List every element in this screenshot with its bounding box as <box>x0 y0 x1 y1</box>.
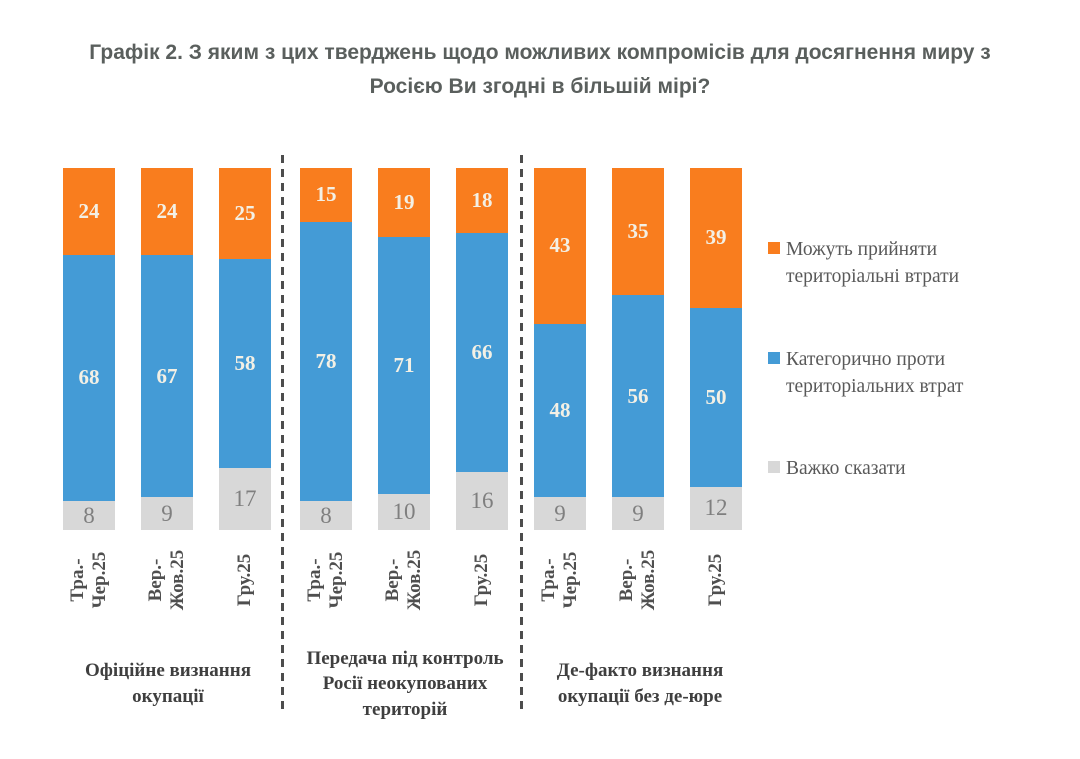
stacked-bar: 15 78 8 <box>300 168 352 530</box>
stacked-bar: 24 67 9 <box>141 168 193 530</box>
bar-value-label: 56 <box>627 383 649 408</box>
bar-segment-may-accept: 25 <box>219 168 271 259</box>
orange-square-icon <box>768 242 780 254</box>
bar-value-label: 24 <box>78 198 100 223</box>
legend-item-against: Категорично проти територіальних втрат <box>768 346 1011 401</box>
group-label: Де-факто визнання окупації без де-юре <box>556 660 724 707</box>
bar-segment-may-accept: 24 <box>63 168 115 255</box>
stacked-bar: 25 58 17 <box>219 168 271 530</box>
bar-segment-against: 67 <box>141 254 193 498</box>
bar-value-label: 17 <box>233 486 257 512</box>
x-axis-label: Гру.25 <box>705 553 726 607</box>
bar-segment-hard-to-say: 9 <box>534 497 586 530</box>
gray-square-icon <box>768 461 780 473</box>
stacked-bar: 43 48 9 <box>534 168 586 530</box>
x-axis-label: Тра.- Чер.25 <box>538 551 581 609</box>
bar-segment-against: 48 <box>534 323 586 498</box>
bar-value-label: 39 <box>705 225 727 250</box>
group-divider-dashed-line <box>520 155 523 712</box>
bar-segment-may-accept: 43 <box>534 168 586 324</box>
bar-value-label: 9 <box>632 500 644 526</box>
bar-segment-hard-to-say: 8 <box>300 501 352 530</box>
stacked-bar: 19 71 10 <box>378 168 430 530</box>
bar-segment-against: 66 <box>456 233 508 473</box>
bar-value-label: 10 <box>392 498 416 524</box>
x-axis-label: Вер.- Жов.25 <box>616 549 659 611</box>
bar-value-label: 24 <box>156 198 178 223</box>
x-axis-label: Тра.- Чер.25 <box>304 551 347 609</box>
bar-value-label: 35 <box>627 218 649 243</box>
legend-item-hard-to-say: Важко сказати <box>768 455 1011 482</box>
bar-value-label: 9 <box>161 500 173 526</box>
bar-value-label: 71 <box>393 352 415 377</box>
stacked-bar: 39 50 12 <box>690 168 742 530</box>
bar-segment-against: 50 <box>690 307 742 487</box>
blue-square-icon <box>768 352 780 364</box>
bar-value-label: 9 <box>554 500 566 526</box>
legend-label: Категорично проти територіальних втрат <box>786 349 964 398</box>
stacked-bar: 18 66 16 <box>456 168 508 530</box>
bar-segment-may-accept: 15 <box>300 168 352 222</box>
bar-segment-may-accept: 18 <box>456 168 508 234</box>
bar-value-label: 25 <box>234 200 256 225</box>
group-label: Передача під контроль Росії неокупованих… <box>306 647 504 720</box>
bar-segment-hard-to-say: 16 <box>456 472 508 530</box>
bar-segment-may-accept: 39 <box>690 168 742 308</box>
bar-segment-may-accept: 24 <box>141 168 193 255</box>
bar-segment-hard-to-say: 10 <box>378 493 430 530</box>
x-axis-label: Гру.25 <box>471 553 492 607</box>
bar-segment-hard-to-say: 9 <box>612 497 664 530</box>
x-axis-label: Вер.- Жов.25 <box>382 549 425 611</box>
bar-segment-may-accept: 19 <box>378 168 430 237</box>
bar-value-label: 48 <box>549 398 571 423</box>
stacked-bar: 35 56 9 <box>612 168 664 530</box>
bar-segment-may-accept: 35 <box>612 168 664 295</box>
bar-value-label: 68 <box>78 365 100 390</box>
bar-value-label: 18 <box>471 188 493 213</box>
bar-value-label: 78 <box>315 349 337 374</box>
bar-segment-against: 71 <box>378 236 430 494</box>
x-axis-label: Тра.- Чер.25 <box>67 551 110 609</box>
legend-label: Можуть прийняти територіальні втрати <box>786 239 960 288</box>
group-label: Офіційне визнання окупації <box>85 660 251 707</box>
bar-segment-hard-to-say: 9 <box>141 497 193 530</box>
bar-segment-hard-to-say: 8 <box>63 501 115 530</box>
bar-value-label: 16 <box>470 488 494 514</box>
x-axis-label: Гру.25 <box>234 553 255 607</box>
bar-value-label: 19 <box>393 189 415 214</box>
bar-value-label: 66 <box>471 340 493 365</box>
bar-value-label: 67 <box>156 363 178 388</box>
bar-segment-against: 78 <box>300 221 352 502</box>
bar-segment-hard-to-say: 17 <box>219 468 271 530</box>
legend-item-may-accept: Можуть прийняти територіальні втрати <box>768 236 1011 291</box>
legend-label: Важко сказати <box>786 458 906 479</box>
group-divider-dashed-line <box>281 155 284 712</box>
chart-title: Графік 2. З яким з цих тверджень щодо мо… <box>89 41 991 98</box>
bar-value-label: 58 <box>234 350 256 375</box>
stacked-bar: 24 68 8 <box>63 168 115 530</box>
bar-value-label: 8 <box>320 502 332 528</box>
bar-value-label: 50 <box>705 384 727 409</box>
bar-value-label: 43 <box>549 233 571 258</box>
bar-segment-hard-to-say: 12 <box>690 486 742 530</box>
bar-value-label: 12 <box>704 495 728 521</box>
x-axis-label: Вер.- Жов.25 <box>145 549 188 611</box>
bar-value-label: 8 <box>83 502 95 528</box>
bar-segment-against: 56 <box>612 294 664 498</box>
bar-segment-against: 58 <box>219 258 271 469</box>
bar-segment-against: 68 <box>63 254 115 502</box>
bar-value-label: 15 <box>315 182 337 207</box>
